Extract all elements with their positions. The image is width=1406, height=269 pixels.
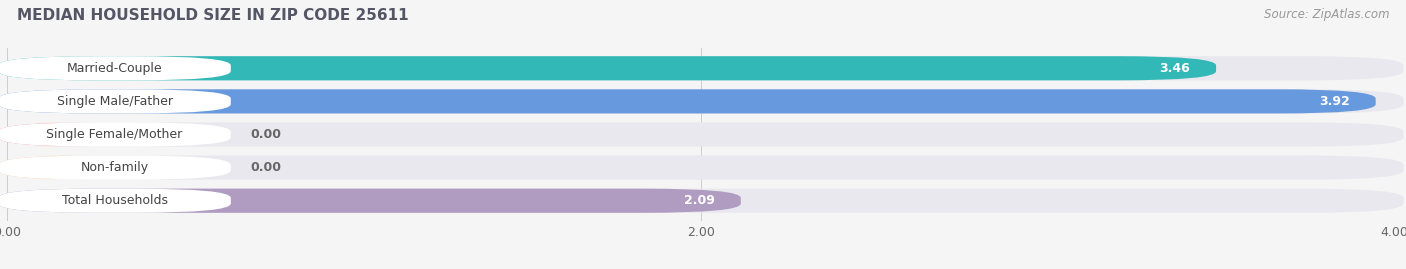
Text: Single Female/Mother: Single Female/Mother	[46, 128, 183, 141]
Text: MEDIAN HOUSEHOLD SIZE IN ZIP CODE 25611: MEDIAN HOUSEHOLD SIZE IN ZIP CODE 25611	[17, 8, 409, 23]
Text: Source: ZipAtlas.com: Source: ZipAtlas.com	[1264, 8, 1389, 21]
FancyBboxPatch shape	[0, 56, 1403, 80]
FancyBboxPatch shape	[0, 56, 231, 80]
FancyBboxPatch shape	[0, 122, 134, 147]
Text: 3.46: 3.46	[1160, 62, 1189, 75]
Text: Total Households: Total Households	[62, 194, 167, 207]
FancyBboxPatch shape	[0, 155, 134, 180]
FancyBboxPatch shape	[0, 155, 1403, 180]
FancyBboxPatch shape	[0, 56, 1216, 80]
Text: Married-Couple: Married-Couple	[66, 62, 162, 75]
Text: 0.00: 0.00	[250, 161, 281, 174]
FancyBboxPatch shape	[0, 89, 231, 114]
FancyBboxPatch shape	[0, 189, 231, 213]
FancyBboxPatch shape	[0, 122, 231, 147]
Text: 3.92: 3.92	[1319, 95, 1350, 108]
FancyBboxPatch shape	[0, 155, 231, 180]
FancyBboxPatch shape	[0, 189, 741, 213]
Text: 2.09: 2.09	[683, 194, 714, 207]
FancyBboxPatch shape	[0, 89, 1375, 114]
FancyBboxPatch shape	[0, 122, 1403, 147]
Text: 0.00: 0.00	[250, 128, 281, 141]
FancyBboxPatch shape	[0, 189, 1403, 213]
Text: Non-family: Non-family	[80, 161, 149, 174]
FancyBboxPatch shape	[0, 89, 1403, 114]
Text: Single Male/Father: Single Male/Father	[56, 95, 173, 108]
